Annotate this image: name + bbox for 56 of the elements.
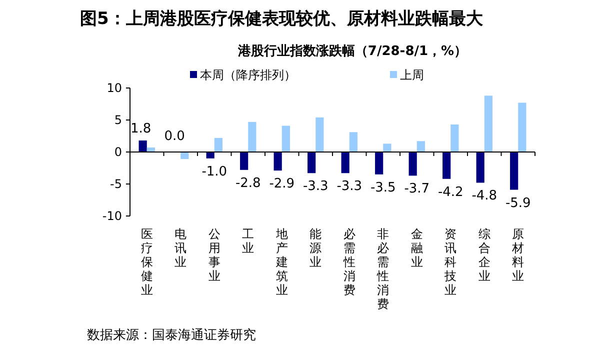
- bar: [180, 152, 189, 160]
- x-tick-label: 金融业: [410, 227, 423, 269]
- source-note: 数据来源：国泰海通证券研究: [87, 328, 256, 343]
- bar: [240, 152, 248, 170]
- data-label: -3.3: [336, 179, 362, 194]
- data-label: -4.2: [438, 184, 464, 200]
- bar: [274, 152, 282, 171]
- data-label: -4.8: [472, 188, 498, 204]
- y-tick-label: -5: [110, 177, 122, 191]
- data-label: -3.3: [302, 179, 328, 194]
- x-tick-label: 能源业: [310, 227, 322, 269]
- x-tick-label: 资讯科技业: [444, 227, 457, 297]
- legend-label: 本周（降序排列）: [200, 68, 296, 82]
- data-label: 0.0: [164, 129, 185, 144]
- x-tick-label: 电讯业: [174, 227, 187, 269]
- data-label: -1.0: [202, 164, 228, 180]
- bar: [518, 102, 526, 152]
- data-label: -2.8: [235, 176, 261, 191]
- bar: [510, 152, 518, 190]
- data-label: -3.5: [370, 180, 396, 196]
- y-tick-label: 0: [114, 145, 122, 159]
- bar: [206, 152, 214, 158]
- bar: [450, 124, 459, 152]
- x-tick-label: 原材料业: [511, 227, 524, 283]
- x-tick-label: 工业: [242, 227, 254, 255]
- bar: [484, 96, 492, 152]
- bar: [248, 122, 256, 152]
- y-tick-label: 10: [106, 81, 122, 95]
- bar: [138, 140, 147, 152]
- y-tick-label: 5: [114, 113, 122, 127]
- bar: [214, 138, 222, 152]
- x-tick-label: 地产建筑业: [274, 227, 288, 297]
- bar: [416, 141, 425, 152]
- data-label: 1.8: [130, 121, 152, 136]
- bar: [308, 152, 316, 174]
- y-tick-label: -10: [102, 209, 122, 223]
- bar: [375, 152, 384, 174]
- x-tick-label: 综合企业: [478, 227, 490, 283]
- legend-label: 上周: [400, 68, 424, 82]
- bar: [408, 152, 417, 176]
- x-tick-label: 医疗保健业: [140, 227, 153, 297]
- x-tick-label: 公用事业: [208, 227, 220, 283]
- bar: [476, 152, 484, 183]
- bar: [316, 117, 324, 152]
- bar: [349, 132, 358, 152]
- bar: [383, 144, 392, 152]
- bar: [442, 152, 451, 179]
- bar: [341, 152, 350, 174]
- chart-title: 图5：上周港股医疗保健表现较优、原材料业跌幅最大: [80, 9, 484, 29]
- bar: [282, 126, 290, 152]
- data-label: -2.9: [269, 176, 295, 192]
- chart-subtitle: 港股行业指数涨跌幅（7/28-8/1，%）: [236, 44, 468, 59]
- x-tick-label: 必需性消费: [342, 227, 356, 297]
- x-tick-label: 非必需性消费: [376, 227, 390, 311]
- data-label: -5.9: [505, 196, 531, 211]
- data-label: -3.7: [404, 182, 430, 197]
